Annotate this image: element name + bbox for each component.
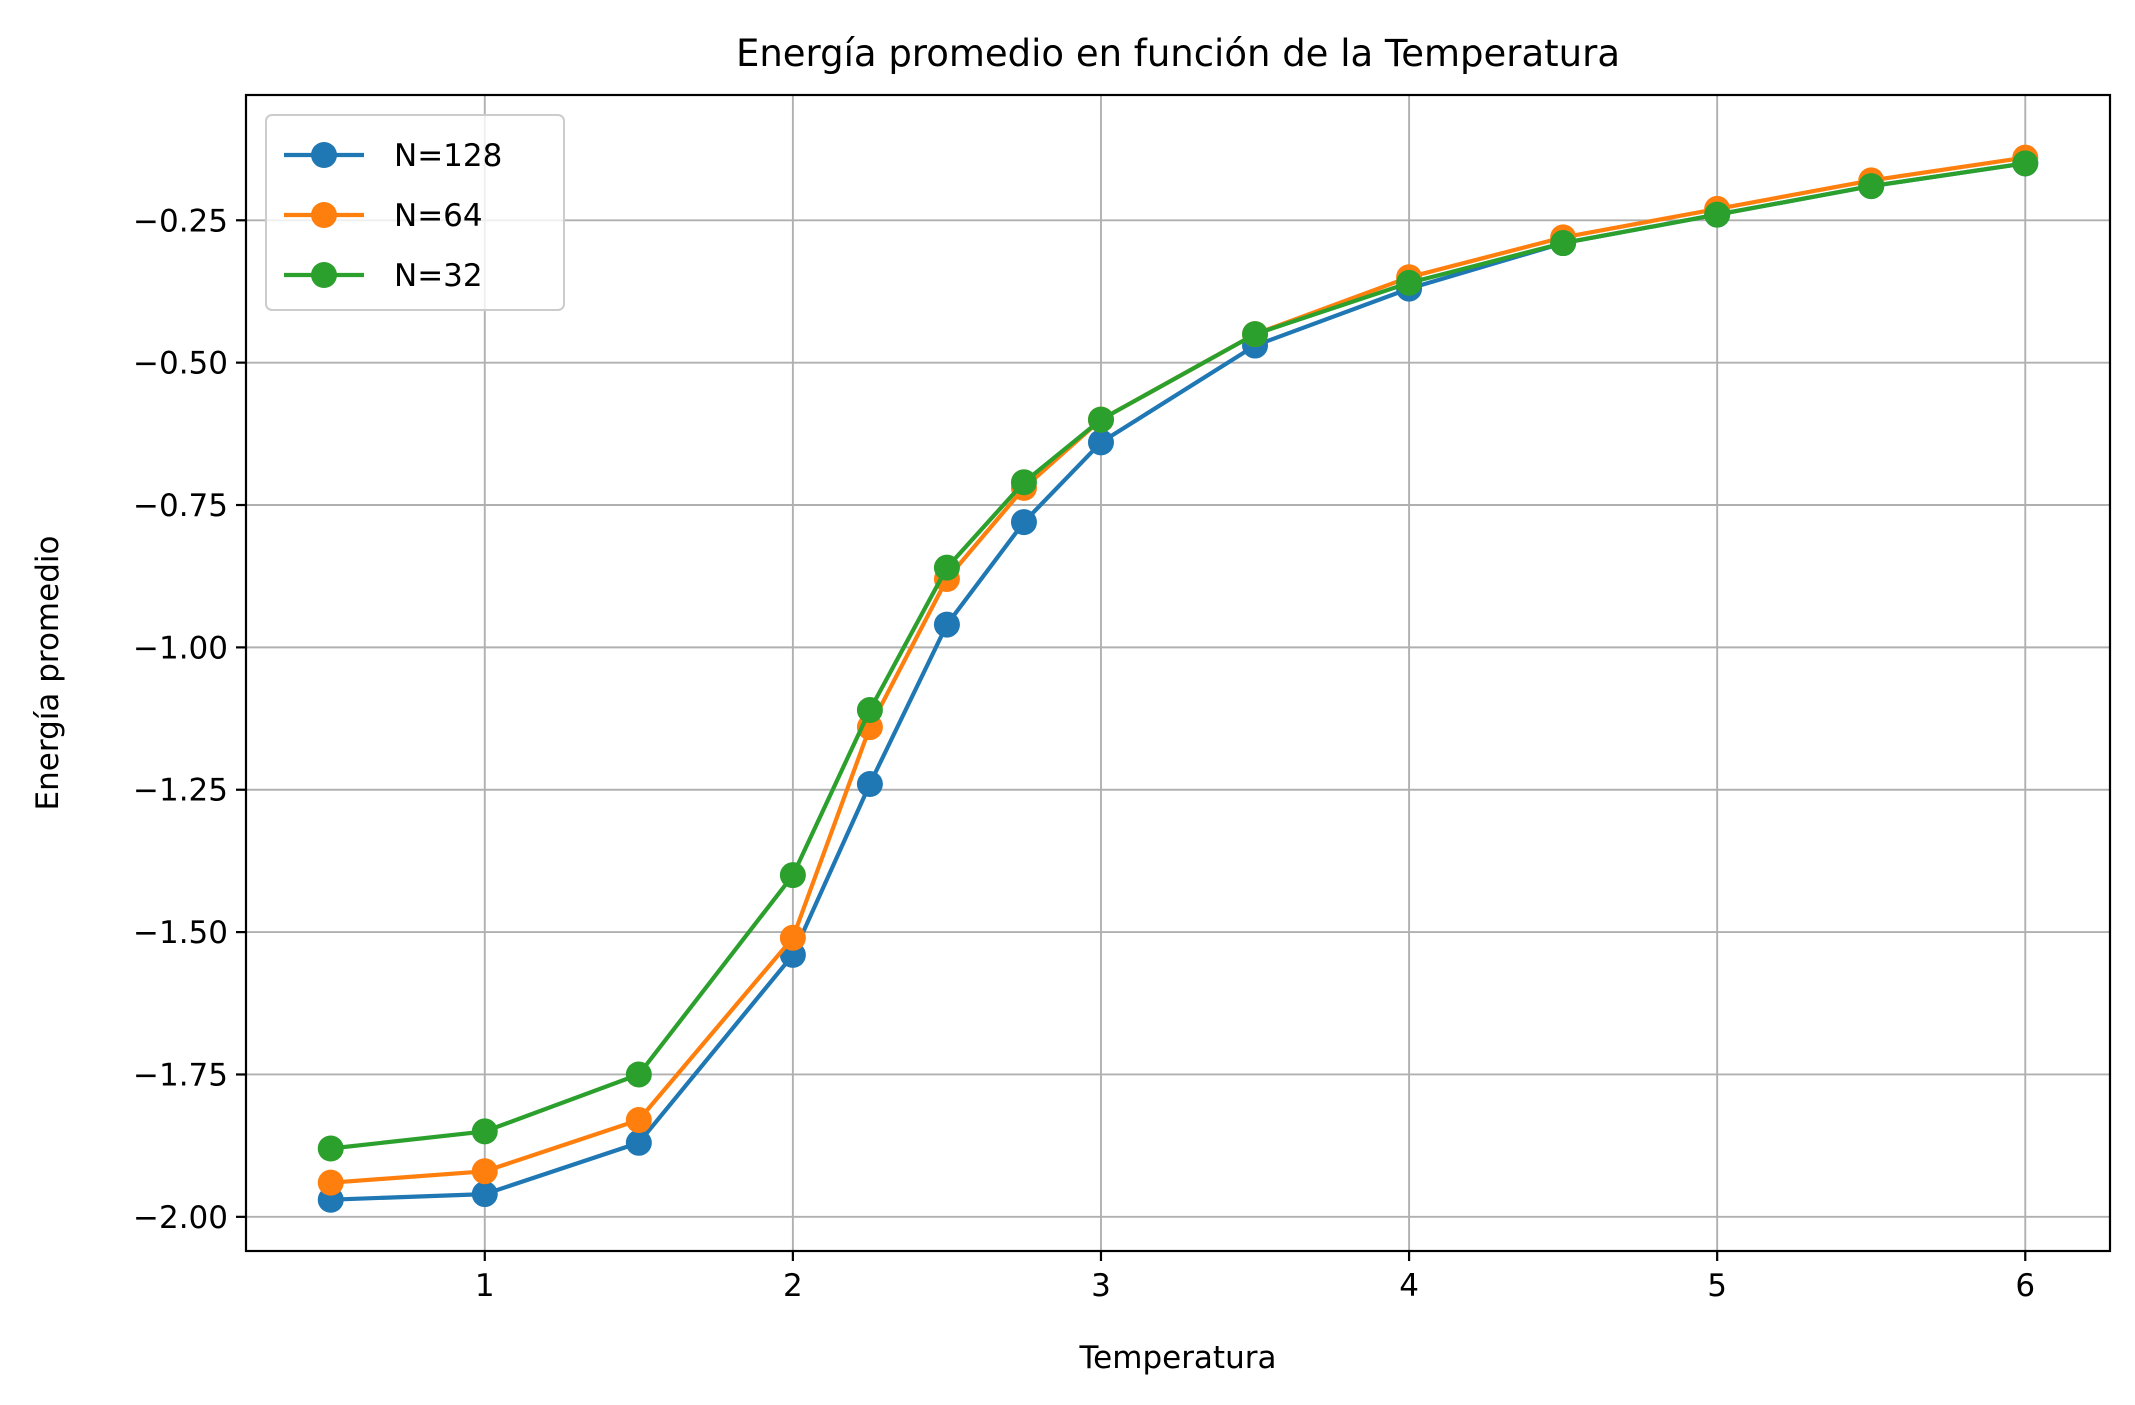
series-layer	[317, 144, 2039, 1213]
legend-item: N=32	[284, 258, 483, 294]
legend-marker	[311, 202, 337, 228]
data-point	[1010, 469, 1037, 496]
series-line	[330, 161, 2026, 1151]
x-tick-label: 3	[1091, 1268, 1111, 1304]
y-tick-label: −2.00	[133, 1200, 228, 1236]
x-axis-label: Temperatura	[1079, 1340, 1277, 1376]
data-point	[317, 1135, 344, 1162]
data-point	[1550, 230, 1577, 257]
data-point	[856, 771, 883, 798]
data-point	[1242, 321, 1269, 348]
legend-label: N=64	[394, 198, 483, 234]
data-point	[317, 1169, 344, 1196]
data-point	[1010, 509, 1037, 536]
plot-frame	[244, 93, 2112, 1253]
legend-marker	[311, 142, 337, 168]
data-point	[2012, 150, 2039, 177]
axis-ticks: 1 2 3 4 5 6 −2.00 −1.75 −1.50 −1.25 −1.00 −0.75 −0.5…	[133, 203, 2035, 1304]
data-point	[1087, 429, 1114, 456]
y-tick-label: −1.50	[133, 915, 228, 951]
y-tick-label: −0.75	[133, 488, 228, 524]
data-point	[933, 554, 960, 581]
y-tick-label: −0.25	[133, 203, 228, 239]
x-tick-label: 5	[1707, 1268, 1727, 1304]
x-tick-label: 1	[475, 1268, 495, 1304]
data-point	[471, 1118, 498, 1145]
legend-label: N=32	[394, 258, 483, 294]
legend-label: N=128	[394, 138, 502, 174]
y-axis-label: Energía promedio	[30, 536, 66, 811]
legend-item: N=64	[284, 198, 483, 234]
data-point	[625, 1129, 652, 1156]
grid	[246, 95, 2110, 1251]
series-line	[330, 155, 2026, 1185]
legend-box	[265, 114, 565, 311]
data-point	[1704, 201, 1731, 228]
data-point	[779, 924, 806, 951]
data-point	[933, 611, 960, 638]
data-point	[1858, 173, 1885, 200]
x-tick-label: 4	[1399, 1268, 1419, 1304]
data-point	[856, 697, 883, 724]
legend-item: N=128	[284, 138, 502, 174]
data-point	[779, 862, 806, 889]
series-n-32	[317, 150, 2039, 1162]
y-tick-label: −1.00	[133, 630, 228, 666]
y-tick-label: −1.25	[133, 773, 228, 809]
data-point	[471, 1158, 498, 1185]
data-point	[471, 1181, 498, 1208]
data-point	[625, 1107, 652, 1134]
data-point	[1396, 269, 1423, 296]
y-tick-label: −1.75	[133, 1057, 228, 1093]
y-tick-label: −0.50	[133, 346, 228, 382]
chart-title: Energía promedio en función de la Temper…	[736, 32, 1620, 75]
data-point	[625, 1061, 652, 1088]
legend-marker	[311, 262, 337, 288]
x-tick-label: 2	[783, 1268, 803, 1304]
data-point	[1087, 406, 1114, 433]
x-tick-label: 6	[2015, 1268, 2035, 1304]
legend: N=128 N=64 N=32	[265, 114, 565, 311]
